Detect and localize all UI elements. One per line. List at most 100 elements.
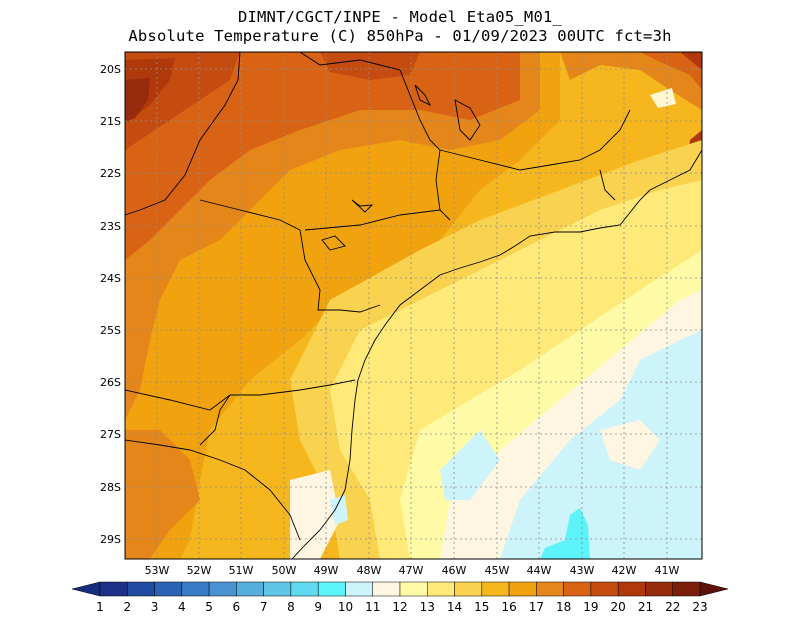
lake-1	[351, 199, 374, 213]
colorbar-label: 7	[260, 600, 268, 614]
temperature-field	[125, 52, 702, 559]
lon-label: 47W	[399, 564, 424, 577]
colorbar-swatch	[99, 581, 128, 597]
lon-label: 52W	[187, 564, 212, 577]
colorbar-label: 1	[96, 600, 104, 614]
border-mg-rj	[439, 109, 631, 171]
colorbar-swatch	[672, 581, 701, 597]
colorbar-label: 3	[151, 600, 159, 614]
colorbar-label: 6	[233, 600, 241, 614]
colorbar-swatch	[154, 581, 183, 597]
colorbar-label: 11	[365, 600, 380, 614]
lat-label: 26S	[100, 376, 121, 389]
field-18-19	[125, 52, 520, 260]
lon-label: 50W	[272, 564, 297, 577]
colorbar-swatch	[508, 581, 537, 597]
border-pr	[199, 199, 381, 313]
colorbar-swatch	[372, 581, 401, 597]
colorbar-label: 21	[638, 600, 653, 614]
colorbar-swatch	[345, 581, 373, 597]
colorbar-swatch	[208, 581, 237, 597]
border-argentina	[199, 394, 231, 446]
lon-label: 42W	[612, 564, 637, 577]
field-warm-spot	[650, 88, 676, 108]
map-grid	[125, 52, 702, 559]
lat-label: 27S	[100, 428, 121, 441]
lon-label: 48W	[357, 564, 382, 577]
colorbar-swatch	[617, 581, 646, 597]
lat-label: 24S	[100, 272, 121, 285]
lon-label: 49W	[314, 564, 339, 577]
lon-label: 44W	[527, 564, 552, 577]
title-line-2: Absolute Temperature (C) 850hPa - 01/09/…	[128, 27, 672, 45]
field-19-20-north	[320, 52, 420, 80]
field-ne-20	[680, 52, 702, 70]
colorbar-label: 18	[556, 600, 571, 614]
field-ne-18	[640, 52, 702, 90]
border-mg	[299, 52, 451, 221]
field-11-12-b	[600, 420, 660, 470]
field-10-11-b	[440, 430, 500, 500]
map-frame	[124, 51, 703, 560]
colorbar-label: 22	[665, 600, 680, 614]
colorbar-swatch	[263, 581, 292, 597]
colorbar-swatch	[481, 581, 510, 597]
field-ne-17	[560, 52, 702, 110]
border-sp	[304, 209, 441, 231]
colorbar-label: 15	[474, 600, 489, 614]
lon-label: 45W	[485, 564, 510, 577]
lon-label: 51W	[229, 564, 254, 577]
lat-axis: 20S 21S 22S 23S 24S 25S 26S 27S 28S 29S	[100, 63, 121, 546]
lon-label: 53W	[145, 564, 170, 577]
colorbar-label: 8	[287, 600, 295, 614]
field-21-22	[125, 78, 150, 122]
colorbar-swatch	[645, 581, 673, 597]
border-sc	[125, 379, 356, 411]
colorbar-swatch	[590, 581, 619, 597]
border-ms-go	[125, 52, 241, 216]
colorbar-swatch	[317, 581, 346, 597]
lake-2	[321, 235, 346, 251]
lon-label: 46W	[442, 564, 467, 577]
colorbar-swatch	[290, 581, 319, 597]
lon-label: 41W	[655, 564, 680, 577]
field-10-11-c	[330, 495, 348, 525]
colorbar-high-arrow	[699, 581, 729, 597]
colorbar-label: 13	[420, 600, 435, 614]
colorbar-label: 9	[314, 600, 322, 614]
field-9-10	[540, 508, 590, 559]
border-rs	[125, 439, 301, 541]
field-17-18-south	[125, 430, 200, 559]
colorbar-swatch	[427, 581, 455, 597]
lon-axis: 53W 52W 51W 50W 49W 48W 47W 46W 45W 44W …	[145, 564, 680, 577]
colorbar-label: 14	[447, 600, 462, 614]
field-10-11	[500, 330, 702, 559]
lon-label: 43W	[570, 564, 595, 577]
colorbar-swatch	[454, 581, 483, 597]
colorbar-label: 23	[692, 600, 707, 614]
colorbar-label: 16	[501, 600, 516, 614]
border-rj-es	[599, 169, 616, 201]
lat-label: 22S	[100, 167, 121, 180]
colorbar-swatch	[181, 581, 210, 597]
coastline	[291, 149, 702, 559]
colorbar-label: 5	[205, 600, 213, 614]
colorbar-label: 19	[583, 600, 598, 614]
field-11-12-coast	[290, 470, 340, 559]
lake-3	[454, 99, 481, 141]
colorbar-swatch	[236, 581, 264, 597]
colorbar-label: 17	[529, 600, 544, 614]
lat-label: 23S	[100, 220, 121, 233]
lat-label: 28S	[100, 481, 121, 494]
colorbar-low-arrow	[71, 581, 101, 597]
colorbar-label: 2	[123, 600, 131, 614]
colorbar-swatch	[536, 581, 564, 597]
colorbar-swatch	[127, 581, 155, 597]
colorbar-label: 4	[178, 600, 186, 614]
colorbar-label: 12	[392, 600, 407, 614]
lat-label: 20S	[100, 63, 121, 76]
lat-label: 21S	[100, 115, 121, 128]
colorbar: 1 2 3 4 5 6 7 8 9 10 11 12 13 14 15 16 17 18 19 20 21 22 23	[71, 581, 729, 614]
colorbar-label: 10	[338, 600, 353, 614]
